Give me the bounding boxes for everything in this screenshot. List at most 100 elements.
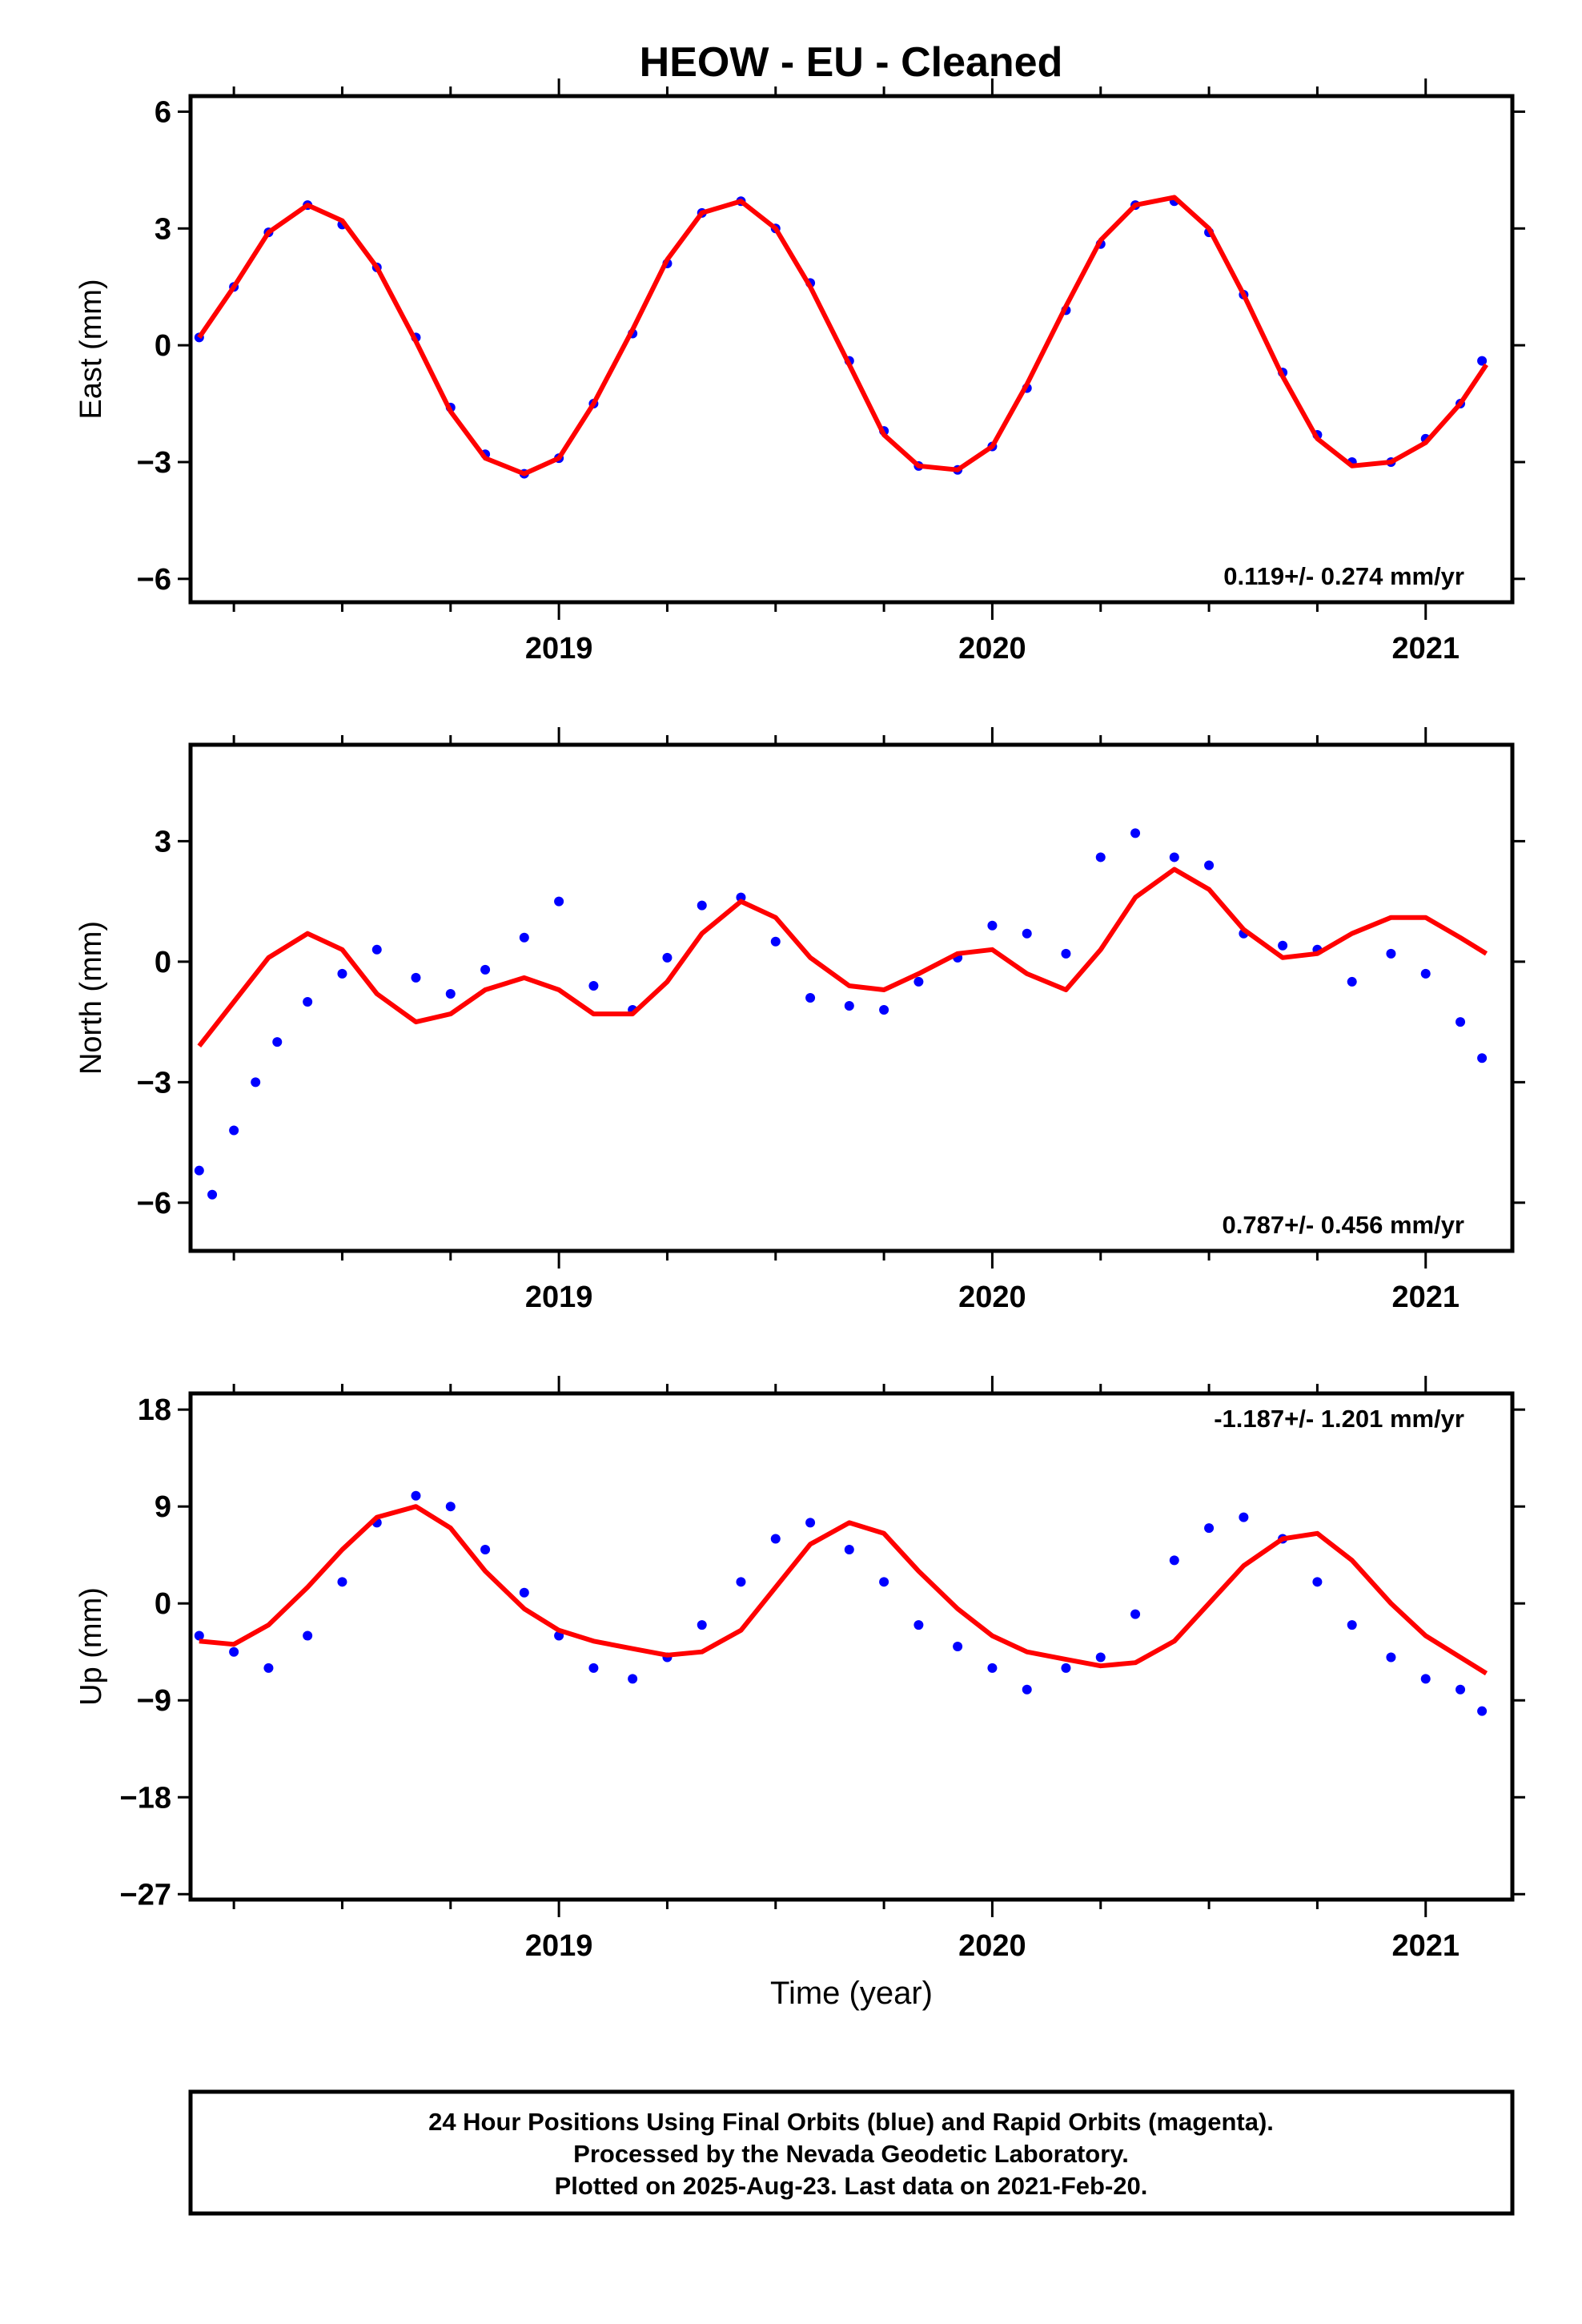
east-plot-frame [188, 94, 1515, 605]
up-data-point [1347, 1620, 1357, 1630]
north-data-point [371, 944, 382, 955]
up-data-point [1477, 1706, 1488, 1716]
up-data-point [303, 1630, 313, 1641]
east-y-tick-label: −3 [137, 446, 171, 480]
north-data-point [1278, 940, 1288, 951]
north-data-point [1386, 948, 1396, 959]
north-data-point [770, 936, 781, 947]
caption-line-3: Plotted on 2025-Aug-23. Last data on 202… [555, 2172, 1148, 2200]
north-panel: 3 0 −3 −6 2019 2020 2021 North (mm) 0.787+/- 0.4… [74, 727, 1525, 1314]
east-panel: 6 3 0 −3 −6 2019 2020 2021 East (mm) 0.119+/- 0.2… [74, 78, 1525, 665]
north-y-tick-label: −3 [137, 1066, 171, 1100]
up-y-tick-label: −18 [120, 1781, 171, 1815]
north-data-point [1420, 968, 1431, 979]
north-data-point [554, 896, 564, 907]
up-data-point [445, 1502, 456, 1512]
north-data-point [736, 892, 746, 903]
east-y-tick-label: 0 [155, 329, 171, 363]
north-fit-curve [197, 866, 1488, 1048]
up-fit-curve [199, 1504, 1488, 1676]
north-data-point [1169, 852, 1179, 862]
up-plot-frame [188, 1391, 1515, 1902]
up-y-tick-label: 9 [155, 1490, 171, 1524]
north-y-axis-label: North (mm) [74, 921, 108, 1075]
up-y-axis-label: Up (mm) [74, 1587, 108, 1706]
east-x-tick-label: 2021 [1391, 632, 1460, 665]
north-y-tick-label: −6 [137, 1187, 171, 1220]
up-data-point [519, 1587, 529, 1598]
north-data-point [1456, 1017, 1466, 1027]
north-data-point [697, 900, 707, 911]
east-y-tick-label: −6 [137, 563, 171, 597]
north-data-point [1347, 976, 1357, 987]
north-data-point [272, 1037, 283, 1047]
up-data-point [1204, 1523, 1215, 1534]
up-data-point [770, 1534, 781, 1544]
up-data-point [1312, 1577, 1323, 1587]
up-data-point [879, 1577, 889, 1587]
north-data-point [805, 993, 816, 1003]
up-data-point [1130, 1609, 1141, 1619]
up-data-point [480, 1544, 491, 1554]
east-y-axis-label: East (mm) [74, 279, 108, 419]
up-data-point [913, 1620, 924, 1630]
north-data-point [879, 1005, 889, 1015]
north-data-point [445, 988, 456, 999]
north-plot-frame [188, 742, 1515, 1253]
north-data-point [1095, 852, 1106, 862]
north-y-tick-label: 0 [155, 946, 171, 979]
up-y-tick-label: −9 [137, 1684, 171, 1718]
up-data-point [736, 1577, 746, 1587]
up-y-tick-label: 0 [155, 1587, 171, 1621]
east-y-tick-label: 6 [155, 95, 171, 129]
north-data-point [844, 1001, 854, 1011]
north-data-point [1477, 1053, 1488, 1063]
up-data-point [805, 1518, 816, 1528]
north-data-point [1130, 828, 1141, 838]
north-data-point [194, 1165, 204, 1176]
north-data-point [588, 980, 599, 991]
up-data-point [1095, 1652, 1106, 1663]
north-data-point [411, 972, 421, 983]
caption-line-2: Processed by the Nevada Geodetic Laborat… [573, 2140, 1129, 2168]
up-data-point [844, 1544, 854, 1554]
north-data-point [337, 968, 347, 979]
up-x-tick-label: 2021 [1391, 1929, 1460, 1963]
up-data-point [628, 1674, 638, 1684]
north-data-point [1204, 860, 1215, 870]
up-x-tick-label: 2020 [958, 1929, 1026, 1963]
up-data-point [1061, 1663, 1071, 1673]
up-data-point [337, 1577, 347, 1587]
up-data-point [953, 1642, 963, 1651]
north-velocity-annotation: 0.787+/- 0.456 mm/yr [1223, 1211, 1464, 1239]
north-data-point [987, 920, 998, 931]
north-data-point [662, 952, 673, 963]
north-data-point [480, 964, 491, 975]
up-data-point [1456, 1684, 1466, 1695]
east-data-point [1477, 356, 1488, 366]
caption-box: 24 Hour Positions Using Final Orbits (bl… [188, 2089, 1515, 2216]
north-x-tick-label: 2019 [525, 1281, 593, 1314]
east-x-tick-label: 2019 [525, 632, 593, 665]
north-data-point [251, 1077, 261, 1088]
up-x-axis-label: Time (year) [770, 1976, 933, 2011]
north-data-point [229, 1125, 239, 1136]
north-data-point [1022, 928, 1032, 939]
up-data-point [697, 1620, 707, 1630]
north-data-point [207, 1189, 218, 1200]
east-fit-curve [197, 195, 1488, 476]
up-data-point [1420, 1674, 1431, 1684]
north-x-tick-label: 2021 [1391, 1281, 1460, 1314]
up-data-point [588, 1663, 599, 1673]
east-x-tick-label: 2020 [958, 632, 1026, 665]
up-data-point [263, 1663, 274, 1673]
up-data-point [987, 1663, 998, 1673]
north-data-point [303, 997, 313, 1007]
up-data-point [1169, 1555, 1179, 1566]
up-y-tick-label: 18 [138, 1393, 171, 1427]
caption-line-1: 24 Hour Positions Using Final Orbits (bl… [428, 2108, 1274, 2136]
up-data-point [411, 1490, 421, 1501]
up-data-point [1022, 1684, 1032, 1695]
up-data-point [194, 1630, 204, 1641]
